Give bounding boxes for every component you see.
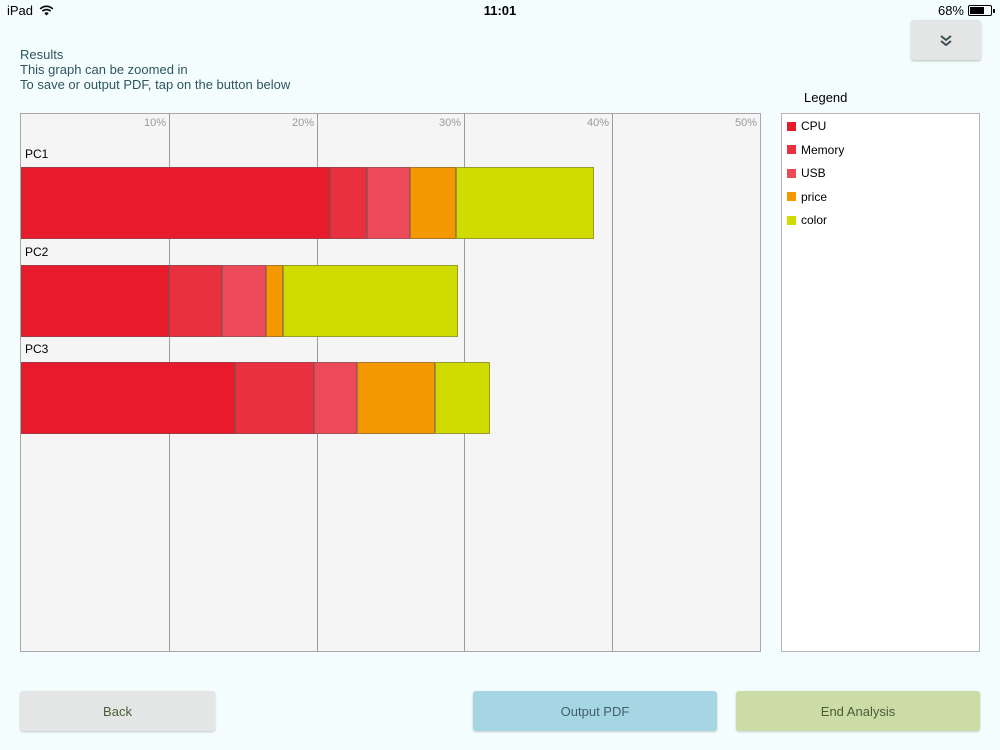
legend-label: Memory [801,142,845,157]
device-name: iPad [7,3,34,18]
legend-item: color [787,213,827,227]
battery-icon [968,5,995,16]
clock: 11:01 [483,3,517,18]
category-label: PC3 [25,342,49,356]
bar-segment-pc3-price[interactable] [356,362,435,434]
gridline [612,114,613,651]
bar-segment-pc2-cpu[interactable] [21,264,169,337]
legend-swatch [787,121,796,131]
results-heading: Results [20,47,64,62]
category-label: PC2 [25,244,49,259]
legend-title: Legend [804,90,848,105]
bar-segment-pc2-color[interactable] [282,264,459,337]
legend-swatch [787,145,796,154]
back-button[interactable]: Back [20,691,215,731]
bar-segment-pc1-memory[interactable] [329,167,367,239]
bar-segment-pc1-cpu[interactable] [21,167,330,239]
legend-label: USB [801,166,826,180]
x-tick-label: 40% [586,117,609,129]
bar-segment-pc3-color[interactable] [434,362,490,434]
x-tick-label: 30% [438,117,461,129]
status-bar: iPad 11:01 68% [0,0,1000,22]
bar-segment-pc2-memory[interactable] [168,264,222,337]
battery-percent: 68% [937,3,964,18]
output-pdf-button[interactable]: Output PDF [473,691,717,731]
category-label: PC1 [25,147,49,161]
legend-swatch [787,192,796,201]
legend-item: CPU [787,119,826,133]
wifi-icon [39,5,54,16]
bar-segment-pc3-cpu[interactable] [21,362,236,434]
results-description: Results This graph can be zoomed in To s… [20,47,290,92]
bar-segment-pc1-price[interactable] [409,167,456,239]
zoom-hint: This graph can be zoomed in [20,62,188,77]
x-tick-label: 50% [734,117,757,129]
bar-segment-pc1-usb[interactable] [366,167,410,239]
legend-label: color [801,213,828,227]
legend-panel: CPU Memory USB price color [781,113,980,652]
legend-swatch [787,168,796,178]
chevron-double-down-icon [940,35,952,46]
collapse-button[interactable] [911,20,981,60]
pdf-hint: To save or output PDF, tap on the button… [20,77,291,92]
bar-segment-pc1-color[interactable] [455,167,595,239]
bar-segment-pc3-usb[interactable] [313,362,357,434]
x-tick-label: 20% [291,117,314,129]
bar-segment-pc2-usb[interactable] [222,264,267,337]
legend-item: price [787,190,827,204]
bar-segment-pc2-price[interactable] [266,264,283,337]
end-analysis-button[interactable]: End Analysis [736,691,980,731]
legend-swatch [787,215,796,225]
legend-label: CPU [801,119,827,133]
x-tick-label: 10% [143,117,166,129]
stacked-bar-chart[interactable]: 10% 20% 30% 40% 50% PC1 PC2 PC3 [20,113,761,652]
legend-item: Memory [787,143,844,157]
bar-segment-pc3-memory[interactable] [235,362,314,434]
legend-item: USB [787,166,826,180]
legend-label: price [801,189,828,204]
